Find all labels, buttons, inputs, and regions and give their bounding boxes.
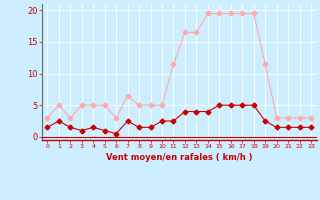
X-axis label: Vent moyen/en rafales ( km/h ): Vent moyen/en rafales ( km/h ) [106,153,252,162]
